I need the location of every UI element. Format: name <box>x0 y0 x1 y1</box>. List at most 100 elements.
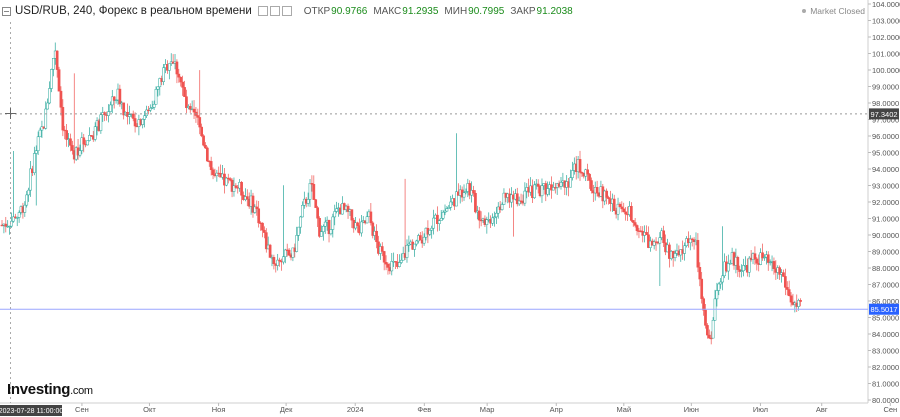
candle-body <box>571 170 574 178</box>
candle-body <box>398 262 401 267</box>
candle-body <box>295 235 299 252</box>
candle-body <box>624 211 627 215</box>
eye-icon[interactable] <box>257 6 268 16</box>
candle-body <box>405 245 409 258</box>
candle-body <box>202 135 205 146</box>
candle-body <box>726 263 730 272</box>
candle-body <box>185 96 188 109</box>
candle-body <box>783 276 787 288</box>
candle-body <box>375 230 378 243</box>
candle-body <box>59 90 63 108</box>
candle-body <box>297 226 300 236</box>
candle-body <box>789 295 793 303</box>
candle-body <box>287 249 291 256</box>
time-tick-label: Июн <box>684 405 699 414</box>
candle-body <box>276 259 280 266</box>
last-price-label: 85.5017 <box>870 305 897 314</box>
candle-body <box>502 192 506 205</box>
candle-body <box>109 104 112 112</box>
close-icon[interactable] <box>281 6 292 16</box>
settings-icon[interactable] <box>269 6 280 16</box>
candle-body <box>177 73 181 78</box>
candle-body <box>183 87 186 97</box>
candle-body <box>360 221 363 234</box>
candle-body <box>721 275 724 283</box>
candle-body <box>740 270 743 272</box>
candle-body <box>329 229 333 235</box>
candle-body <box>485 219 489 225</box>
price-axis-ticks: 80.0000 81.0000 82.0000 83.0000 84.0000 85.00… <box>868 0 900 405</box>
price-tick-label: 85.0000 <box>872 314 899 323</box>
candle-body <box>333 211 337 218</box>
open-label: ОТКР <box>303 5 331 17</box>
crosshair-cursor-icon <box>5 108 16 119</box>
candle-body <box>25 194 29 206</box>
candle-body <box>133 118 137 127</box>
time-tick-label: 2024 <box>347 405 364 414</box>
candle-body <box>382 251 386 263</box>
price-tick-label: 93.0000 <box>872 182 899 191</box>
candle-body <box>706 325 709 336</box>
candle-body <box>255 206 259 209</box>
collapse-icon[interactable] <box>2 6 11 16</box>
candle-body <box>517 200 521 205</box>
candle-body <box>268 244 272 258</box>
candle-body <box>449 201 453 208</box>
candle-body <box>755 258 759 264</box>
candle-body <box>198 117 202 128</box>
time-tick-label: Мар <box>480 405 495 414</box>
candle-body <box>413 243 416 250</box>
candle-body <box>118 88 122 105</box>
candle-body <box>36 136 40 151</box>
candle-body <box>240 182 243 196</box>
candle-body <box>141 119 145 125</box>
symbol-label: USD/RUB, 240, Форекс в реальном времени <box>15 5 252 17</box>
low-value: 90.7995 <box>468 5 505 17</box>
candle-body <box>380 246 384 252</box>
candle-body <box>436 214 439 224</box>
price-badges: 2023-07-28 11:00:00 97.3402 85.5017 <box>0 108 899 416</box>
candle-body <box>312 184 316 200</box>
candle-body <box>188 106 192 110</box>
candle-body <box>272 257 276 265</box>
candle-body <box>607 197 610 199</box>
candle-body <box>500 204 504 210</box>
candle-body <box>700 278 704 299</box>
price-tick-label: 86.0000 <box>872 297 899 306</box>
candle-body <box>605 190 608 198</box>
candle-body <box>44 108 48 129</box>
open-value: 90.9766 <box>331 5 368 17</box>
candle-body <box>32 153 36 174</box>
candle-body <box>335 208 338 212</box>
candle-body <box>211 169 215 175</box>
legend-tools[interactable] <box>257 6 292 16</box>
candle-body <box>399 259 403 263</box>
candle-body <box>631 220 635 223</box>
price-tick-label: 88.0000 <box>872 264 899 273</box>
time-tick-label: Ноя <box>212 405 226 414</box>
candle-body <box>122 102 126 116</box>
candle-body <box>536 183 540 187</box>
candle-body <box>181 81 184 88</box>
low-label: МИН <box>444 5 468 17</box>
candle-body <box>595 187 599 194</box>
candle-body <box>698 267 702 280</box>
candle-body <box>658 237 662 244</box>
candle-body <box>464 191 468 193</box>
candle-body <box>709 337 713 340</box>
candle-body <box>321 226 325 233</box>
candle-body <box>390 261 394 272</box>
last-price-badge <box>869 303 899 315</box>
price-tick-label: 81.0000 <box>872 380 899 389</box>
candle-body <box>291 247 295 258</box>
candle-body <box>131 113 135 119</box>
candle-body <box>93 126 97 140</box>
brand-logo: Investing.com <box>7 381 93 398</box>
candle-body <box>496 206 500 214</box>
candle-body <box>88 135 91 141</box>
candle-body <box>225 177 228 186</box>
candle-body <box>736 257 740 270</box>
candle-body <box>474 192 477 213</box>
candle-body <box>455 191 458 207</box>
